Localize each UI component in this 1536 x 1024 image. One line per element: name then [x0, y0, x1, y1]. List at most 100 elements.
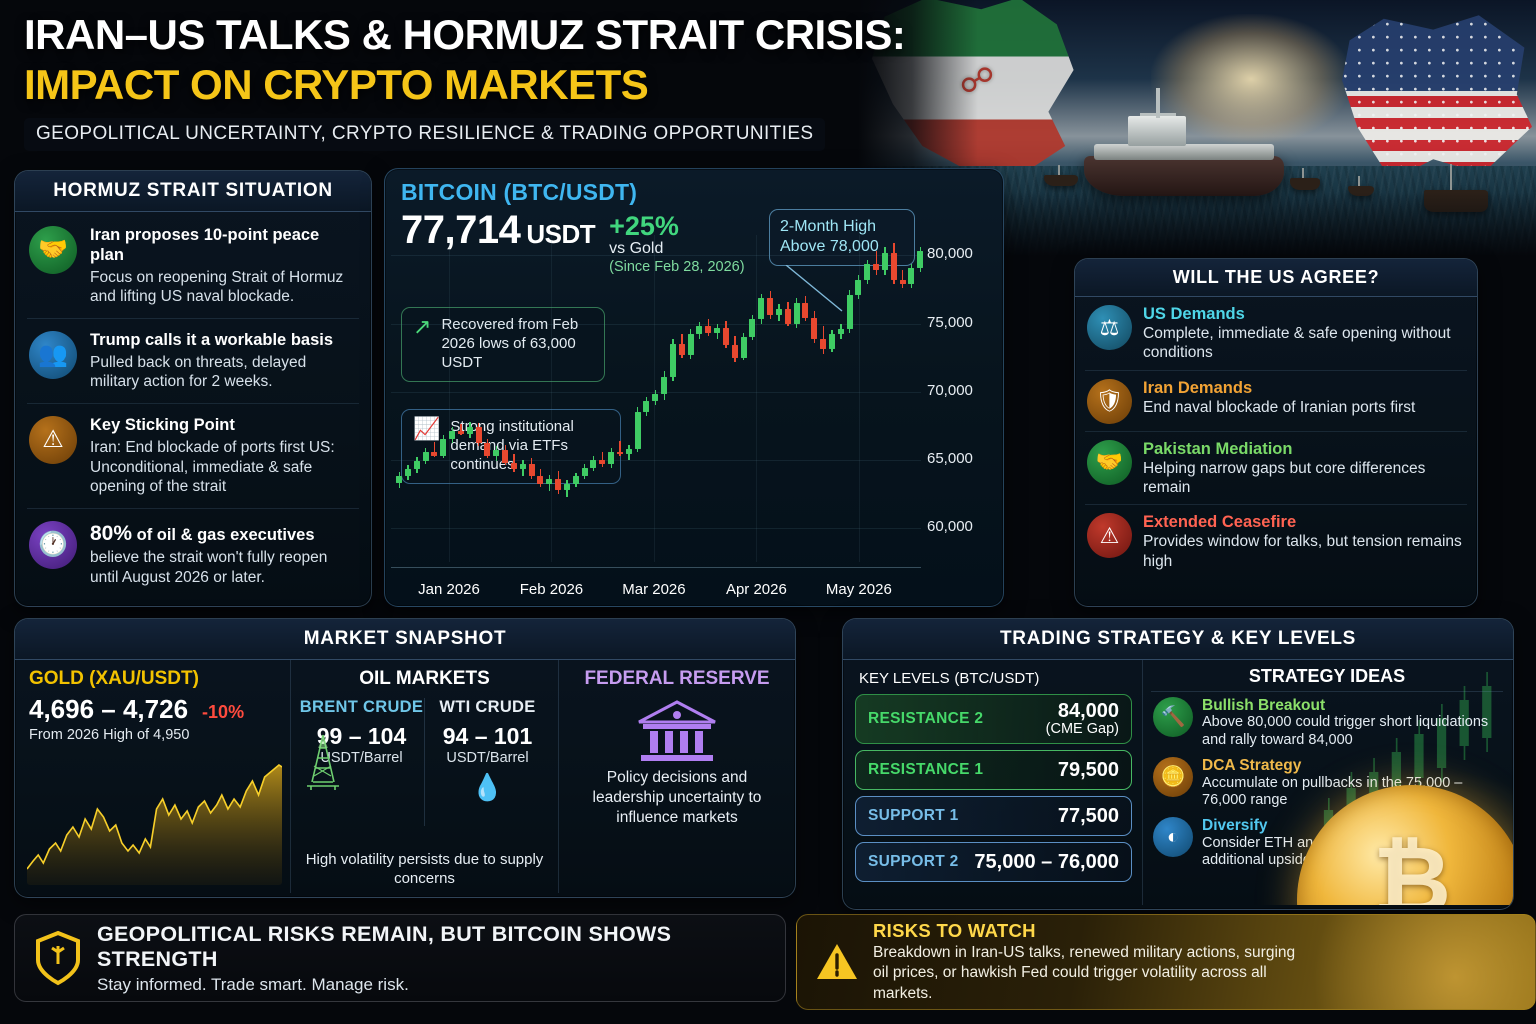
list-item-title: Pakistan Mediation [1143, 439, 1293, 458]
people-icon: 👥 [29, 330, 77, 379]
chart-gridline [391, 527, 921, 529]
chart-y-tick: 80,000 [927, 245, 973, 263]
gold-value: 4,696 – 4,726 [29, 694, 189, 724]
list-item-title: 80% of oil & gas executives [90, 521, 315, 545]
boat-icon [1290, 168, 1320, 190]
list-item-title: Trump calls it a workable basis [90, 330, 334, 349]
chart-gridline-v [449, 235, 450, 562]
hormuz-situation-panel: HORMUZ STRAIT SITUATION 🤝 Iran proposes … [14, 170, 372, 607]
list-item-desc: End naval blockade of Iranian ports firs… [1143, 398, 1416, 416]
gold-area-chart [27, 757, 282, 885]
chart-x-tick: Apr 2026 [725, 581, 787, 598]
list-item-desc: Provides window for talks, but tension r… [1143, 533, 1462, 570]
hormuz-panel-header: HORMUZ STRAIT SITUATION [15, 171, 371, 212]
list-item-desc: Focus on reopening Strait of Hormuz and … [90, 268, 344, 306]
chart-gridline [391, 459, 921, 461]
bitcoin-change-vs: vs Gold [609, 240, 664, 258]
list-item: ⚖ US Demands Complete, immediate & safe … [1085, 297, 1467, 371]
agree-panel-header: WILL THE US AGREE? [1075, 259, 1477, 297]
wti-unit: USDT/Barrel [446, 750, 529, 766]
hormuz-list: 🤝 Iran proposes 10-point peace plan Focu… [15, 212, 371, 598]
warning-triangle-icon [815, 942, 859, 982]
bank-icon [635, 700, 719, 762]
scales-icon: ⚖ [1087, 305, 1132, 350]
trend-up-icon: ↗ [413, 314, 432, 339]
list-item-title: Bullish Breakout [1202, 697, 1326, 714]
list-item-desc: Helping narrow gaps but core differences… [1143, 459, 1426, 497]
list-item: 🕐 80% of oil & gas executives believe th… [27, 509, 359, 599]
chart-y-tick: 60,000 [927, 517, 973, 535]
warning-triangle-icon: ⚠ [1087, 513, 1132, 559]
note-text: Recovered from Feb 2026 lows of 63,000 U… [441, 316, 579, 371]
list-item: 🤝 Pakistan Mediation Helping narrow gaps… [1085, 432, 1467, 506]
key-level-row[interactable]: RESISTANCE 1 79,500 [855, 750, 1132, 791]
list-item-desc: Iran: End blockade of ports first US: Un… [90, 438, 335, 496]
list-item-title: Extended Ceasefire [1143, 513, 1297, 532]
chart-gridline [391, 255, 921, 257]
level-value: 77,500 [1057, 804, 1119, 827]
title-subtitle: GEOPOLITICAL UNCERTAINTY, CRYPTO RESILIE… [24, 118, 826, 152]
strategy-ideas-section: STRATEGY IDEAS 🔨 Bullish Breakout Above … [1143, 660, 1513, 905]
oil-rig-icon [303, 732, 343, 794]
chart-y-tick: 65,000 [927, 449, 973, 467]
list-item: ⚠ Key Sticking Point Iran: End blockade … [27, 404, 359, 509]
callout-leader-line [785, 265, 843, 312]
oil-footer-note: High volatility persists due to supply c… [305, 851, 544, 888]
level-name: RESISTANCE 2 [868, 710, 984, 728]
chart-y-tick: 70,000 [927, 381, 973, 399]
page-title: IRAN–US TALKS & HORMUZ STRAIT CRISIS: IM… [24, 12, 906, 152]
federal-reserve-section: FEDERAL RESERVE Policy decisions and lea… [559, 660, 795, 893]
chart-x-axis [391, 567, 921, 568]
chart-x-tick: Jan 2026 [418, 581, 480, 598]
footer-right-desc: Breakdown in Iran-US talks, renewed mili… [873, 944, 1296, 1002]
strategy-ideas-header: STRATEGY IDEAS [1151, 666, 1503, 692]
chart-y-tick: 75,000 [927, 313, 973, 331]
key-level-row[interactable]: SUPPORT 2 75,000 – 76,000 [855, 842, 1132, 883]
key-levels-header: KEY LEVELS (BTC/USDT) [859, 670, 1040, 687]
trading-panel-header: TRADING STRATEGY & KEY LEVELS [843, 619, 1513, 660]
fed-header: FEDERAL RESERVE [584, 668, 770, 689]
list-item: 👥 Trump calls it a workable basis Pulled… [27, 319, 359, 405]
oil-tanker-icon [1084, 88, 1284, 196]
chart-x-tick: Feb 2026 [519, 581, 584, 598]
list-item-title: US Demands [1143, 305, 1245, 323]
pie-chart-icon: ◐ [1153, 817, 1193, 858]
key-levels-section: KEY LEVELS (BTC/USDT) RESISTANCE 2 84,00… [843, 660, 1143, 905]
chart-gridline-v [551, 235, 553, 562]
oil-header: OIL MARKETS [359, 668, 490, 689]
level-name: SUPPORT 1 [868, 807, 959, 825]
list-item-title: Key Sticking Point [90, 416, 235, 435]
bitcoin-change-pct: +25% [609, 211, 679, 241]
footer-left-subtitle: Stay informed. Trade smart. Manage risk. [97, 974, 409, 994]
wti-label: WTI CRUDE [439, 698, 536, 716]
key-level-row[interactable]: RESISTANCE 2 84,000 (CME Gap) [855, 694, 1132, 745]
title-line-2: IMPACT ON CRYPTO MARKETS [24, 61, 649, 109]
footer-right-banner: RISKS TO WATCH Breakdown in Iran-US talk… [796, 914, 1536, 1010]
bitcoin-pair-label: BITCOIN (BTC/USDT) [401, 179, 638, 205]
bitcoin-change-block: +25% vs Gold (Since Feb 28, 2026) [609, 210, 744, 275]
oil-drop-icon: 💧 [471, 772, 504, 802]
hammer-icon: 🔨 [1153, 697, 1193, 737]
bitcoin-price-unit: USDT [526, 219, 596, 249]
list-item: ⚠ Extended Ceasefire Provides window for… [1085, 505, 1467, 578]
shield-check-icon [35, 930, 81, 986]
level-name: SUPPORT 2 [868, 853, 959, 871]
list-item-desc: Above 80,000 could trigger short liquida… [1202, 714, 1489, 748]
coins-pile-icon [1239, 915, 1535, 1009]
bitcoin-price: 77,714 USDT [401, 208, 596, 252]
wti-value: 94 – 101 [442, 723, 533, 749]
boat-icon [1348, 176, 1374, 196]
key-level-row[interactable]: SUPPORT 1 77,500 [855, 796, 1132, 837]
gold-subtext: From 2026 High of 4,950 [29, 727, 190, 743]
callout-line-1: 2-Month High [780, 218, 877, 235]
gold-header: GOLD (XAU/USDT) [29, 668, 199, 689]
bitcoin-candlestick-chart [391, 235, 924, 562]
list-item-title: Iran Demands [1143, 378, 1253, 397]
chart-gridline-v [858, 235, 860, 562]
gold-change: -10% [202, 702, 245, 722]
shield-icon: 🛡 [1087, 378, 1132, 424]
wti-crude-block: WTI CRUDE 94 – 101 USDT/Barrel 💧 [425, 698, 550, 826]
list-item-desc: Complete, immediate & safe opening witho… [1143, 324, 1451, 362]
handshake-icon: 🤝 [1087, 439, 1132, 485]
